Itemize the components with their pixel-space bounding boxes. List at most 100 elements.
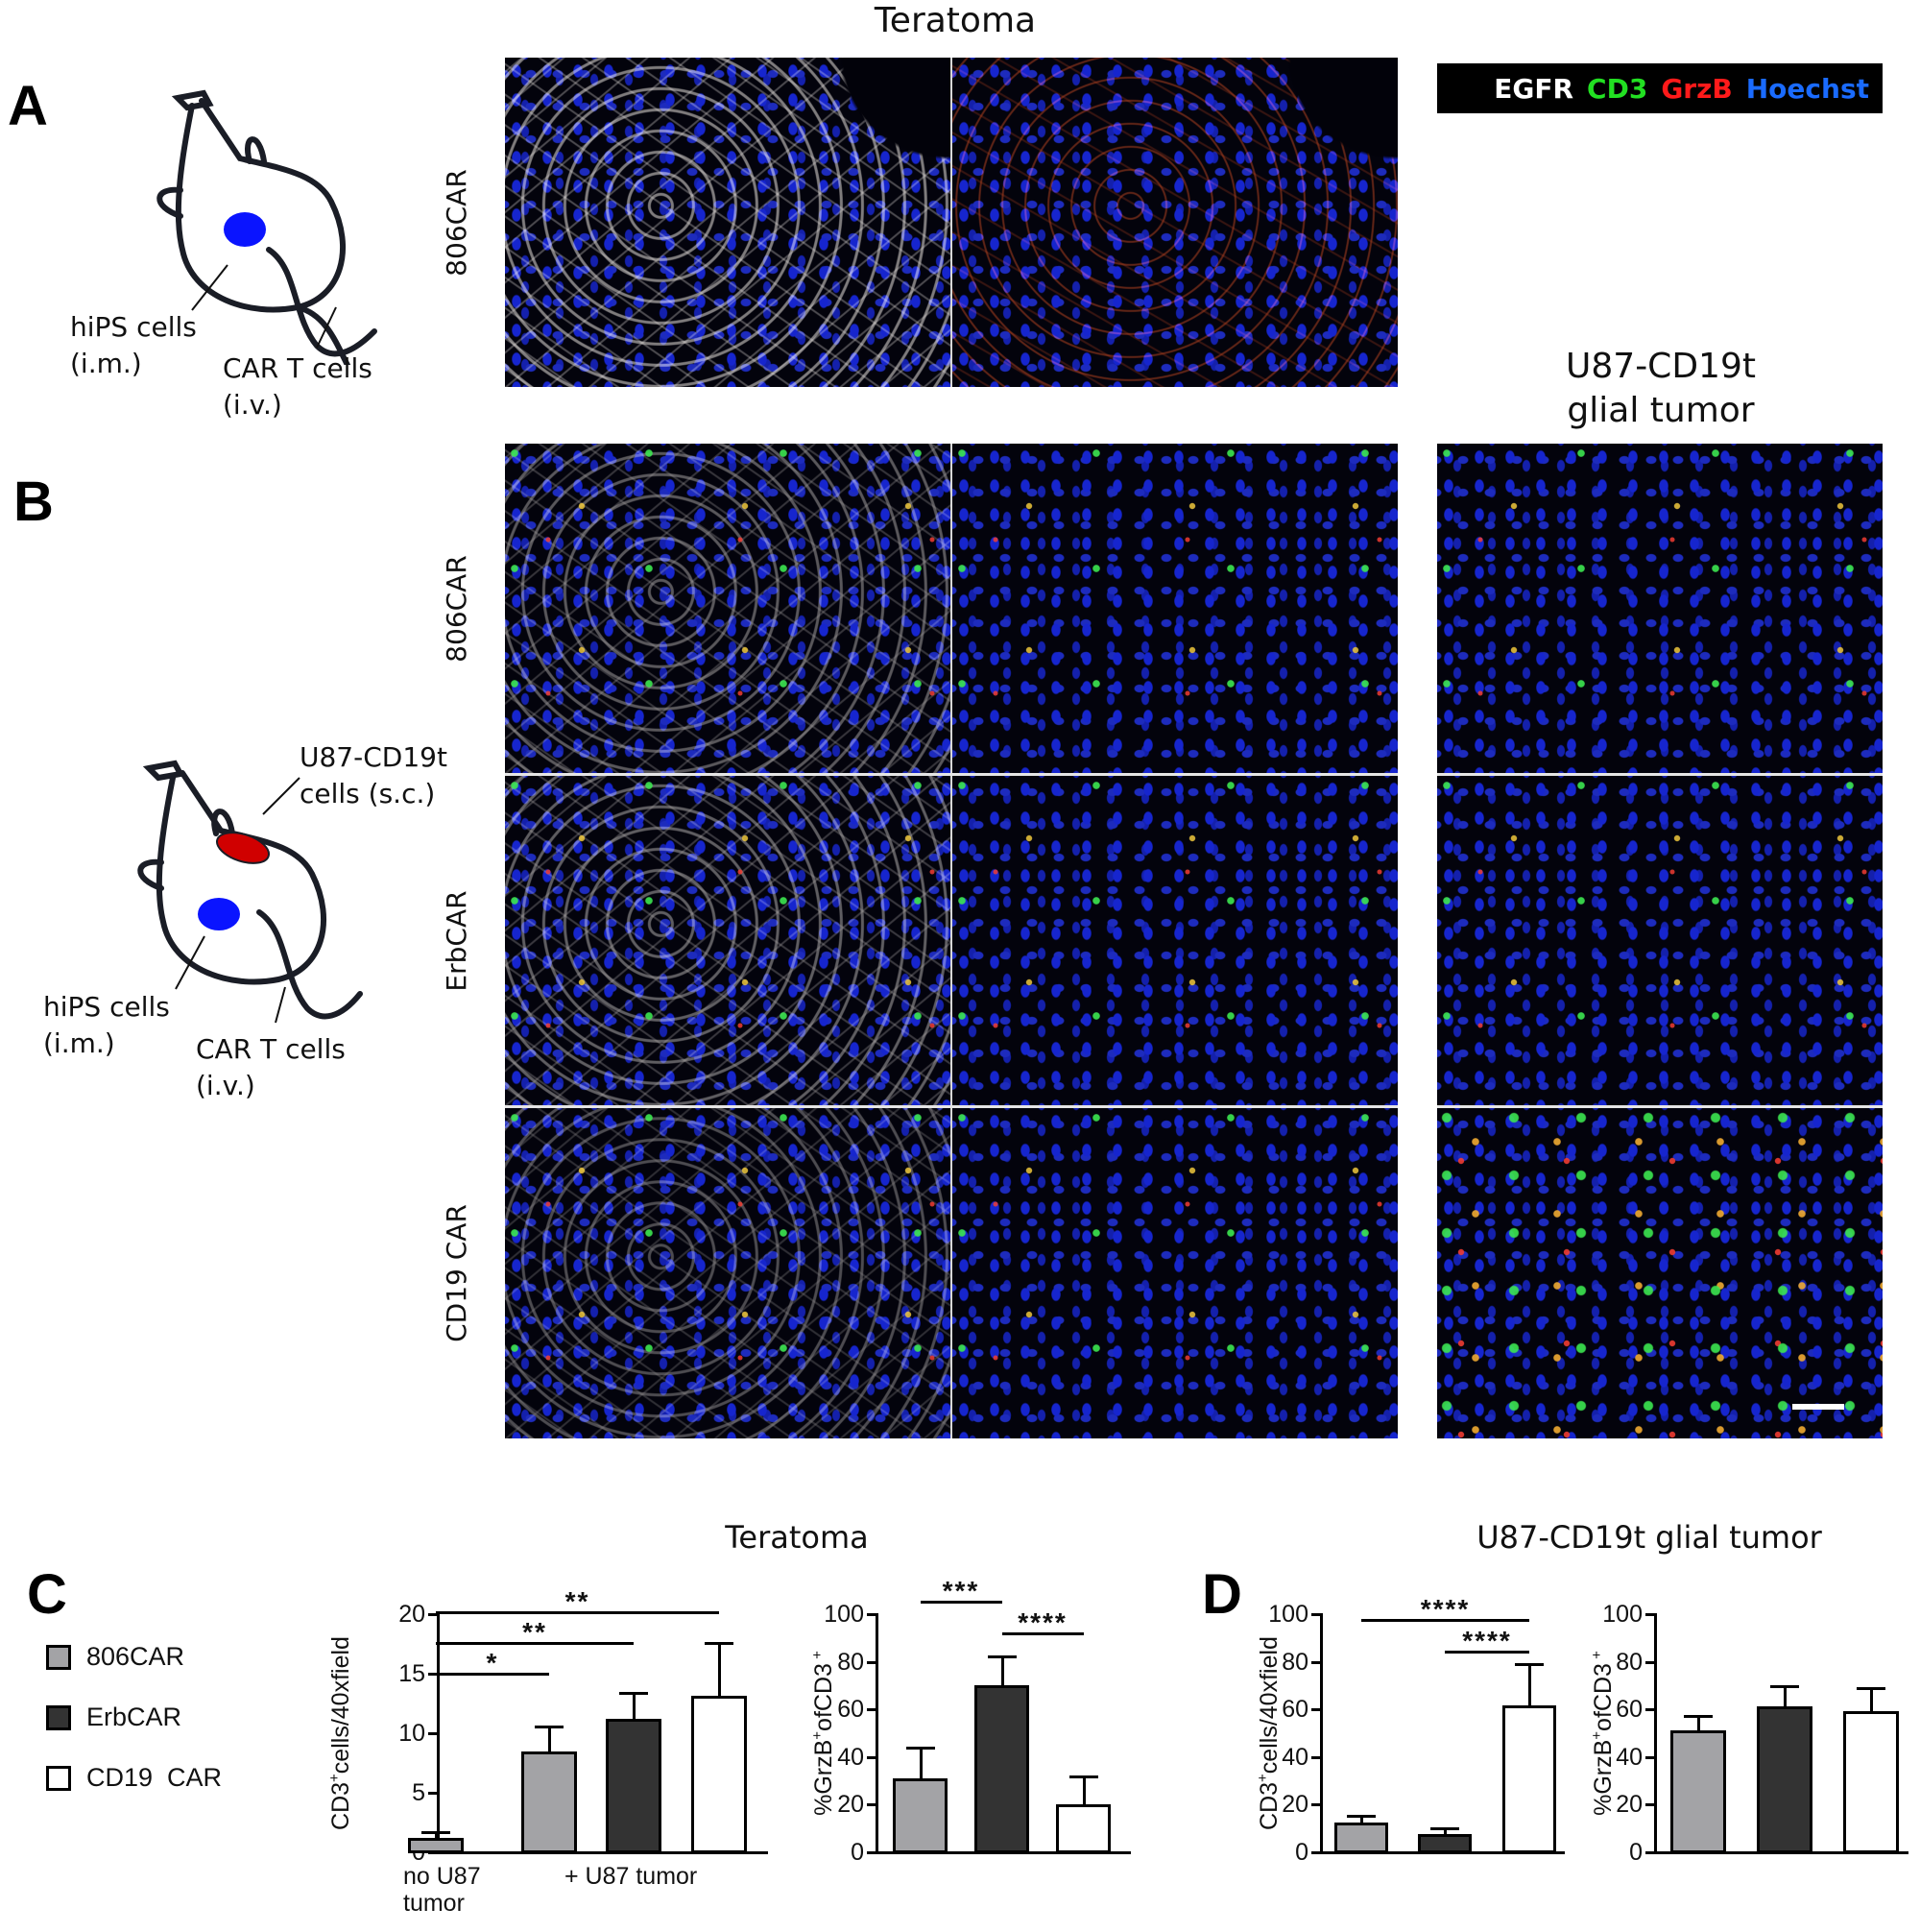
mouse-tail-a — [266, 247, 377, 357]
error-bar — [718, 1641, 721, 1696]
bottom-title-teratoma: Teratoma — [725, 1519, 869, 1556]
micrograph-a-cd3-grzb — [950, 58, 1398, 387]
x-axis — [437, 1851, 768, 1854]
micrograph-a-merge-egfr — [505, 58, 950, 387]
micrograph-b-806car-glial — [1437, 444, 1883, 773]
error-bar — [1000, 1654, 1004, 1685]
significance-stars: ** — [522, 1617, 547, 1647]
significance-line — [1361, 1619, 1529, 1622]
y-axis — [876, 1613, 878, 1853]
x-group-label-u87: + U87 tumor — [564, 1863, 698, 1890]
significance-stars: ** — [564, 1586, 590, 1616]
error-bar — [1870, 1687, 1873, 1711]
significance-line — [1445, 1651, 1529, 1654]
row-separator — [505, 773, 1398, 776]
bottom-title-glial: U87-CD19t glial tumor — [1476, 1519, 1822, 1556]
y-tick — [428, 1673, 438, 1676]
y-tick — [1311, 1660, 1321, 1664]
legend-label-cd19car: CD19 CAR — [86, 1763, 223, 1792]
y-tick — [867, 1613, 876, 1616]
error-bar — [1360, 1815, 1363, 1823]
y-tick — [1645, 1660, 1655, 1664]
y-tick — [867, 1708, 876, 1712]
stain-hoechst: Hoechst — [1745, 72, 1869, 105]
bar-1 — [1757, 1706, 1812, 1853]
mouse-tail — [295, 304, 351, 365]
y-tick — [1645, 1613, 1655, 1616]
bar-2 — [1843, 1710, 1899, 1853]
error-cap — [705, 1641, 733, 1645]
error-bar — [1528, 1663, 1531, 1705]
y-tick — [1311, 1708, 1321, 1712]
error-bar — [1444, 1826, 1447, 1835]
micrograph-b-cd19car-merge — [505, 1108, 950, 1438]
bar-0 — [893, 1778, 948, 1853]
significance-stars: * — [486, 1648, 499, 1678]
row-separator — [1437, 1105, 1883, 1108]
error-bar — [633, 1691, 636, 1720]
stain-legend: EGFR CD3 GrzB Hoechst — [1437, 63, 1883, 113]
y-tick — [1311, 1755, 1321, 1759]
y-axis-label: CD3+cells/40xfield — [1255, 1636, 1283, 1830]
y-axis-label: %GrzB+ofCD3 + — [809, 1651, 837, 1816]
y-tick — [1311, 1613, 1321, 1616]
error-cap — [1684, 1714, 1713, 1718]
error-cap — [1515, 1663, 1544, 1667]
right-column-title-line2: glial tumor — [1567, 391, 1755, 430]
y-tick-label: 80 — [837, 1648, 864, 1676]
stain-grzb: GrzB — [1661, 72, 1733, 105]
y-tick-label: 20 — [837, 1791, 864, 1819]
y-tick — [1645, 1851, 1655, 1854]
y-tick-label: 20 — [1282, 1791, 1308, 1819]
error-bar — [1784, 1684, 1787, 1707]
bar-2 — [1502, 1704, 1556, 1853]
pointer-lines-b — [175, 777, 300, 1024]
error-cap — [535, 1725, 564, 1728]
hips-injection-site — [224, 212, 266, 247]
error-cap — [905, 1747, 935, 1751]
panel-letter-a: A — [8, 75, 48, 137]
y-axis-label: %GrzB+ofCD3 + — [1589, 1651, 1617, 1816]
legend-swatch-cd19car — [46, 1765, 71, 1791]
label-hips-b: hiPS cells (i.m.) — [43, 991, 170, 1059]
bar-0 — [1334, 1822, 1388, 1853]
y-tick — [867, 1851, 876, 1854]
micrograph-b-cd19car-cd3-grzb — [950, 1108, 1398, 1438]
micrograph-b-erbcar-glial — [1437, 776, 1883, 1105]
error-bar — [919, 1747, 923, 1779]
y-tick-label: 60 — [837, 1696, 864, 1724]
legend-swatch-806car — [46, 1644, 71, 1670]
legend-swatch-erbcar — [46, 1704, 71, 1730]
significance-stars: **** — [1420, 1594, 1471, 1624]
y-tick-label: 60 — [1616, 1696, 1643, 1724]
row-label-b-erbcar: ErbCAR — [441, 890, 472, 992]
micrograph-b-erbcar-cd3-grzb — [950, 776, 1398, 1105]
pointer-lines-a — [191, 264, 337, 349]
significance-line — [436, 1611, 719, 1614]
y-tick — [867, 1660, 876, 1664]
y-tick — [867, 1803, 876, 1807]
bar-0 — [1670, 1730, 1726, 1853]
y-tick-label: 100 — [824, 1601, 864, 1628]
y-tick-label: 20 — [1616, 1791, 1643, 1819]
y-tick-label: 5 — [412, 1779, 425, 1806]
y-tick-label: 40 — [1282, 1743, 1308, 1771]
y-tick-label: 10 — [398, 1720, 425, 1747]
bar-2 — [1056, 1804, 1111, 1853]
y-tick — [1645, 1755, 1655, 1759]
bar-3 — [691, 1695, 747, 1853]
y-axis — [1320, 1613, 1323, 1853]
legend-item-806car: 806CAR — [46, 1642, 184, 1672]
y-tick-label: 40 — [1616, 1743, 1643, 1771]
stain-egfr: EGFR — [1494, 72, 1574, 105]
mouse-diagram-b — [137, 760, 327, 985]
micrograph-b-erbcar-merge — [505, 776, 950, 1105]
bar-1 — [974, 1684, 1029, 1853]
bar-1 — [1418, 1834, 1472, 1853]
y-tick — [1645, 1803, 1655, 1807]
scale-bar — [1792, 1404, 1844, 1410]
y-tick-label: 80 — [1282, 1648, 1308, 1676]
micrograph-b-806car-merge — [505, 444, 950, 773]
hips-injection-site — [198, 898, 240, 930]
significance-stars: *** — [942, 1576, 980, 1606]
